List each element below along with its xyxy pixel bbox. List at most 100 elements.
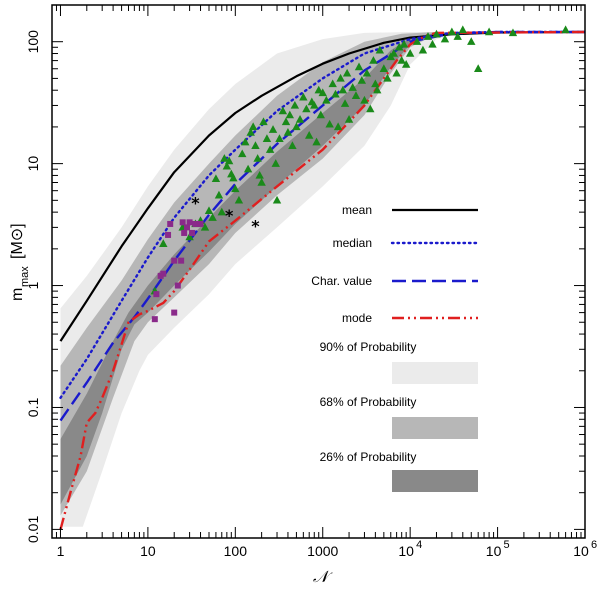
data-point-triangle xyxy=(278,106,288,115)
legend-label-mode: mode xyxy=(342,311,372,325)
data-point-triangle xyxy=(405,49,415,57)
data-point-triangle xyxy=(357,76,367,84)
data-point-triangle xyxy=(299,92,308,101)
legend-label-mean: mean xyxy=(342,203,372,217)
data-point-triangle xyxy=(290,100,300,109)
x-tick-label: 1000 xyxy=(307,543,338,559)
data-point-triangle xyxy=(204,206,214,215)
data-point-square xyxy=(174,282,181,289)
y-axis-title-sub: max xyxy=(19,266,31,287)
data-point-triangle xyxy=(399,39,409,48)
data-point-triangle xyxy=(251,141,260,150)
data-point-triangle xyxy=(331,89,340,98)
data-point-triangle xyxy=(423,32,433,40)
data-point-triangle xyxy=(231,184,240,193)
y-tick-label: 0.1 xyxy=(25,398,41,418)
data-point-triangle xyxy=(428,39,437,48)
data-point-triangle xyxy=(220,154,229,162)
data-point-triangle xyxy=(371,79,380,88)
data-point-square xyxy=(167,220,174,227)
data-point-square xyxy=(181,229,188,236)
data-point-triangle xyxy=(325,119,334,128)
data-point-triangle xyxy=(366,104,375,113)
y-axis-title-main: m xyxy=(9,288,26,301)
data-point-triangle xyxy=(467,37,476,45)
data-point-triangle xyxy=(259,117,268,126)
data-point-triangle xyxy=(316,110,325,119)
data-point-triangle xyxy=(432,29,441,38)
data-point-triangle xyxy=(310,100,319,109)
data-point-triangle xyxy=(241,137,250,146)
y-tick-label: 1 xyxy=(25,281,41,289)
data-point-square xyxy=(151,316,158,323)
data-point-triangle xyxy=(412,37,422,45)
legend-label-90-of-probability: 90% of Probability xyxy=(320,340,417,354)
legend-swatch-26-of-probability xyxy=(392,470,478,492)
data-point-triangle xyxy=(340,99,350,107)
data-point-square xyxy=(171,309,178,316)
data-point-triangle xyxy=(333,122,343,131)
data-point-triangle xyxy=(336,73,345,82)
data-point-triangle xyxy=(447,27,457,36)
data-point-triangle xyxy=(392,68,401,77)
legend-swatch-90-of-probability xyxy=(392,362,478,384)
data-point-triangle xyxy=(238,149,247,158)
data-point-triangle xyxy=(246,128,255,136)
data-point-triangle xyxy=(248,122,258,131)
data-point-triangle xyxy=(484,27,494,36)
y-tick-label: 100 xyxy=(25,30,41,54)
data-point-triangle xyxy=(288,141,297,150)
data-point-triangle xyxy=(304,131,314,139)
data-point-triangle xyxy=(243,164,253,173)
data-point-square xyxy=(179,219,186,226)
data-point-triangle xyxy=(217,207,226,216)
data-point-triangle xyxy=(440,34,450,43)
data-point-triangle xyxy=(473,64,483,72)
legend-label-char-value: Char. value xyxy=(311,274,372,288)
x-tick-label: 1 xyxy=(57,543,65,559)
x-tick-label: 10 xyxy=(573,543,589,559)
data-point-square xyxy=(192,220,199,227)
data-point-triangle xyxy=(395,42,404,51)
data-point-triangle xyxy=(318,88,327,97)
data-point-triangle xyxy=(508,28,518,37)
legend-swatch-68-of-probability xyxy=(392,417,478,439)
data-point-square xyxy=(186,219,193,226)
data-point-square xyxy=(183,224,190,231)
x-tick-exponent: 5 xyxy=(504,539,510,551)
data-point-triangle xyxy=(383,73,392,82)
data-point-triangle xyxy=(222,161,232,170)
data-point-triangle xyxy=(418,45,428,54)
data-point-square xyxy=(171,257,178,264)
x-tick-label: 100 xyxy=(224,543,248,559)
data-point-triangle xyxy=(401,60,411,68)
data-point-triangle xyxy=(285,110,294,119)
data-point-triangle xyxy=(159,239,168,247)
data-point-triangle xyxy=(379,64,389,72)
data-point-triangle xyxy=(224,156,234,165)
y-axis-title-unit: [M⊙] xyxy=(9,223,26,259)
data-point-triangle xyxy=(234,195,244,204)
data-point-triangle xyxy=(257,178,266,186)
x-tick-exponent: 4 xyxy=(416,539,422,551)
data-point-triangle xyxy=(342,68,352,77)
data-point-triangle xyxy=(322,95,331,104)
data-point-triangle xyxy=(262,134,272,142)
legend-label-median: median xyxy=(333,236,372,250)
data-point-star: * xyxy=(251,217,260,236)
x-tick-exponent: 6 xyxy=(591,539,597,551)
data-point-square xyxy=(189,229,196,236)
legend-label-68-of-probability: 68% of Probability xyxy=(320,395,417,409)
data-point-triangle xyxy=(458,25,467,34)
x-tick-label: 10 xyxy=(486,543,502,559)
x-tick-label: 10 xyxy=(398,543,414,559)
data-point-triangle xyxy=(268,125,278,133)
data-point-triangle xyxy=(362,68,372,77)
data-point-triangle xyxy=(295,115,305,123)
observed-points: * * * xyxy=(150,25,570,323)
data-point-triangle xyxy=(283,128,293,136)
band-90-of-probability xyxy=(60,32,585,527)
